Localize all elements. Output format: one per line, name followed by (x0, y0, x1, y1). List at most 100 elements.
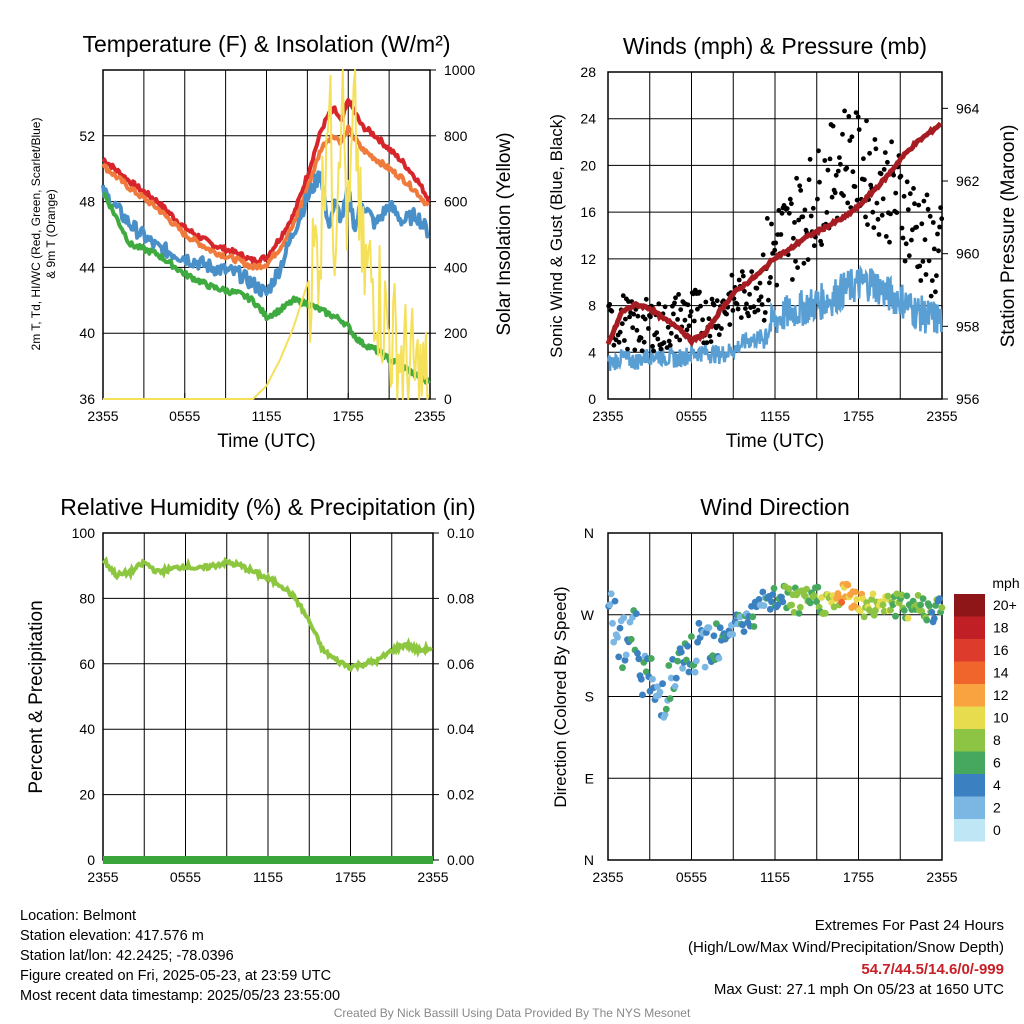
gust-point (872, 137, 878, 142)
gust-point (695, 306, 700, 312)
gust-point (677, 337, 683, 343)
gust-point (761, 317, 767, 323)
gust-point (808, 213, 814, 219)
x-tick-label: 1155 (760, 408, 790, 424)
y2-tick-label: 400 (444, 259, 468, 275)
y2-axis-label: Solar Insolation (Yellow) (494, 132, 515, 335)
gust-point (730, 308, 736, 313)
chart-title: Winds (mph) & Pressure (mb) (623, 33, 927, 59)
gust-point (744, 301, 749, 307)
direction-point (634, 649, 641, 657)
gust-point (778, 232, 784, 237)
direction-point (740, 628, 748, 635)
direction-point (759, 588, 767, 596)
credit-line: Created By Nick Bassill Using Data Provi… (333, 1006, 691, 1020)
gust-point (925, 206, 931, 212)
direction-point (755, 596, 763, 603)
direction-point (892, 612, 899, 620)
x-tick-label: 1155 (760, 869, 790, 885)
gust-point (727, 322, 733, 327)
series-line-insolation (103, 69, 430, 400)
gust-point (911, 186, 916, 191)
direction-point (838, 598, 846, 606)
station-info: Location: Belmont Station elevation: 417… (20, 906, 340, 1006)
y-tick-label: 8 (588, 298, 596, 314)
direction-point (627, 635, 635, 643)
gust-point (865, 222, 870, 228)
colorbar-label: 14 (993, 665, 1009, 681)
gust-point (830, 123, 836, 129)
x-tick-label: 2355 (417, 869, 448, 885)
direction-point (769, 591, 777, 598)
gust-point (656, 301, 662, 307)
direction-point (684, 642, 691, 650)
direction-point (654, 683, 661, 691)
gust-point (769, 221, 774, 227)
x-tick-label: 2355 (926, 408, 957, 424)
y2-tick-label: 960 (956, 246, 980, 262)
gust-point (707, 333, 713, 339)
direction-point (936, 595, 943, 603)
gust-point (646, 326, 651, 331)
y2-tick-label: 956 (956, 391, 980, 407)
direction-point (666, 695, 674, 702)
x-tick-label: 1755 (843, 869, 874, 885)
y2-tick-label: 962 (956, 173, 980, 189)
direction-point (760, 602, 768, 609)
direction-point (639, 691, 646, 699)
gust-point (844, 165, 850, 171)
direction-point (637, 675, 645, 683)
direction-point (606, 601, 614, 609)
gust-point (757, 280, 763, 286)
gust-point (874, 200, 880, 206)
direction-point (609, 619, 616, 627)
gust-point (779, 210, 785, 216)
gust-point (638, 335, 644, 341)
gust-point (825, 167, 831, 173)
gust-point (739, 269, 745, 274)
gust-point (774, 282, 780, 288)
colorbar-label: 4 (993, 777, 1001, 793)
gust-point (882, 150, 888, 156)
chart-title: Relative Humidity (%) & Precipitation (i… (60, 494, 475, 520)
x-tick-label: 2355 (592, 408, 623, 424)
gust-point (661, 340, 667, 346)
direction-point (693, 657, 700, 665)
gust-point (838, 161, 843, 167)
gust-point (806, 177, 812, 183)
gust-point (929, 278, 935, 283)
direction-point (844, 581, 852, 589)
direction-point (685, 668, 693, 676)
gust-point (703, 299, 709, 305)
series-line-temp_red (102, 98, 431, 265)
gust-point (764, 216, 770, 221)
gust-point (904, 179, 910, 185)
gust-point (623, 316, 628, 322)
gust-point (642, 316, 648, 322)
gust-point (894, 210, 900, 216)
direction-point (611, 597, 619, 605)
direction-point (688, 633, 695, 640)
gust-point (784, 206, 790, 212)
direction-point (853, 595, 861, 603)
gust-point (687, 313, 693, 319)
gust-point (845, 200, 851, 206)
chart-title: Temperature (F) & Insolation (W/m²) (82, 31, 450, 57)
gust-point (735, 306, 741, 312)
gust-point (620, 293, 626, 299)
direction-point (880, 607, 888, 615)
direction-point (803, 585, 810, 593)
direction-point (705, 624, 713, 632)
direction-point (766, 605, 774, 613)
x-tick-label: 1755 (335, 869, 366, 885)
gust-point (791, 235, 796, 241)
gust-point (819, 242, 824, 248)
direction-point (750, 623, 758, 630)
max-gust: Max Gust: 27.1 mph On 05/23 at 1650 UTC (713, 981, 1004, 998)
gust-point (704, 340, 710, 346)
chart-panel-winds (605, 71, 948, 400)
gust-point (708, 339, 714, 344)
gust-point (672, 300, 677, 306)
y2-tick-label: 0 (444, 391, 452, 407)
